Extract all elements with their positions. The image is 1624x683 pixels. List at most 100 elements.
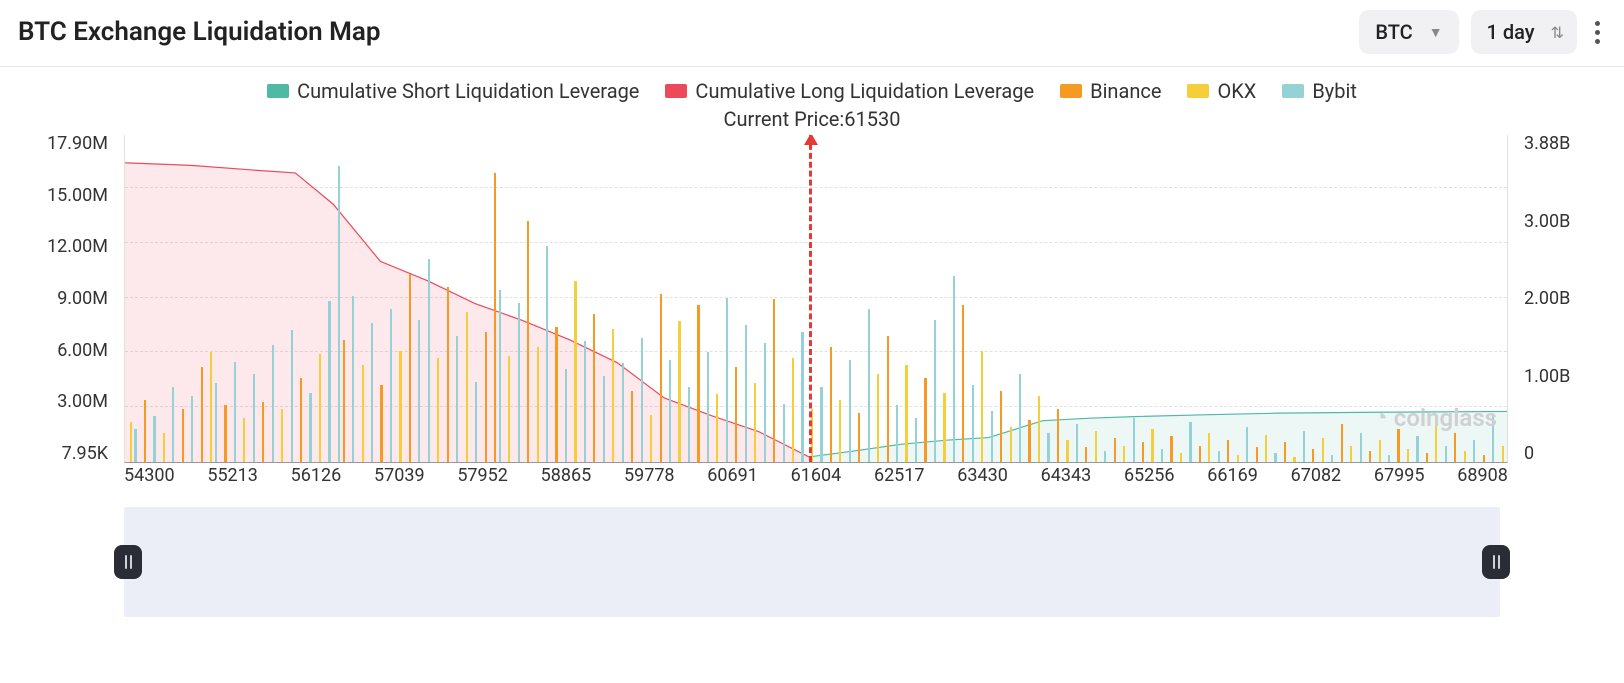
legend-swatch	[1187, 84, 1209, 98]
liquidation-bar	[1350, 446, 1352, 462]
x-tick: 65256	[1124, 465, 1175, 491]
legend-label: Binance	[1090, 79, 1161, 103]
x-tick: 62517	[874, 465, 925, 491]
liquidation-bar	[428, 259, 430, 462]
liquidation-bar	[678, 321, 680, 462]
x-tick: 55213	[207, 465, 258, 491]
liquidation-bar	[243, 418, 245, 462]
watermark-icon: ◔	[1373, 403, 1388, 432]
y-left-tick: 12.00M	[36, 238, 108, 256]
y-left-tick: 6.00M	[36, 342, 108, 360]
liquidation-bar	[466, 312, 468, 462]
liquidation-bar	[527, 221, 529, 462]
liquidation-bar	[934, 320, 936, 462]
y-axis-left: 17.90M15.00M12.00M9.00M6.00M3.00M7.95K	[36, 135, 116, 463]
liquidation-bar	[773, 299, 775, 462]
legend-swatch	[1282, 84, 1304, 98]
scrubber-handle-left[interactable]	[114, 545, 142, 579]
symbol-select-value: BTC	[1375, 20, 1412, 44]
range-scrubber[interactable]	[124, 507, 1500, 617]
liquidation-bar	[182, 409, 184, 462]
legend-item[interactable]: Binance	[1060, 79, 1161, 103]
legend-item[interactable]: OKX	[1187, 79, 1256, 103]
liquidation-bar	[877, 374, 879, 462]
scrubber-handle-right[interactable]	[1482, 545, 1510, 579]
liquidation-bar	[1265, 435, 1267, 462]
current-price-marker	[809, 135, 812, 462]
liquidation-bar	[494, 173, 496, 462]
liquidation-bar	[660, 294, 662, 462]
liquidation-bar	[1397, 429, 1399, 462]
x-tick: 59778	[624, 465, 675, 491]
liquidation-bar	[163, 433, 165, 462]
liquidation-bar	[380, 385, 382, 462]
legend-item[interactable]: Bybit	[1282, 79, 1357, 103]
symbol-select[interactable]: BTC ▼	[1359, 10, 1458, 54]
liquidation-bar	[300, 378, 302, 462]
liquidation-bar	[783, 404, 785, 462]
liquidation-bar	[309, 393, 311, 462]
legend-item[interactable]: Cumulative Short Liquidation Leverage	[267, 79, 639, 103]
more-menu-button[interactable]	[1589, 15, 1606, 50]
liquidation-bar	[144, 400, 146, 462]
liquidation-bar	[574, 281, 576, 462]
y-right-tick: 0	[1524, 445, 1588, 463]
legend-swatch	[665, 84, 687, 98]
liquidation-bar	[697, 305, 699, 462]
y-right-tick: 3.00B	[1524, 213, 1588, 231]
liquidation-bar	[1303, 431, 1305, 462]
liquidation-bar	[972, 385, 974, 462]
liquidation-bar	[868, 309, 870, 462]
liquidation-bar	[1161, 449, 1163, 462]
legend-item[interactable]: Cumulative Long Liquidation Leverage	[665, 79, 1034, 103]
liquidation-bar	[735, 367, 737, 462]
range-select-value: 1 day	[1487, 20, 1535, 44]
liquidation-bar	[1208, 433, 1210, 462]
x-tick: 64343	[1041, 465, 1092, 491]
liquidation-bar	[1284, 442, 1286, 462]
liquidation-bar	[1189, 422, 1191, 462]
liquidation-bar	[1341, 424, 1343, 462]
liquidation-bar	[669, 360, 671, 462]
range-select[interactable]: 1 day ⇅	[1471, 10, 1577, 54]
x-tick: 66169	[1207, 465, 1258, 491]
liquidation-bar	[1066, 440, 1068, 462]
chart-plot[interactable]: ◔coinglass	[124, 135, 1508, 463]
liquidation-bar	[1010, 427, 1012, 462]
liquidation-bar	[362, 365, 364, 462]
liquidation-bar	[1218, 451, 1220, 462]
x-tick: 57039	[374, 465, 425, 491]
liquidation-bar	[1256, 447, 1258, 462]
liquidation-bar	[210, 352, 212, 462]
liquidation-bar	[1095, 431, 1097, 462]
liquidation-bar	[641, 338, 643, 462]
liquidation-bar	[475, 382, 477, 462]
legend-label: Bybit	[1312, 79, 1357, 103]
liquidation-bar	[437, 358, 439, 462]
liquidation-bar	[281, 409, 283, 462]
liquidation-bar	[201, 367, 203, 462]
y-left-tick: 7.95K	[36, 445, 108, 463]
liquidation-bar	[215, 383, 217, 462]
x-tick: 54300	[124, 465, 175, 491]
liquidation-bar	[1180, 453, 1182, 462]
liquidation-bar	[1104, 451, 1106, 462]
liquidation-bar	[593, 314, 595, 462]
header: BTC Exchange Liquidation Map BTC ▼ 1 day…	[0, 0, 1624, 67]
liquidation-bar	[1331, 455, 1333, 462]
liquidation-bar	[584, 341, 586, 462]
liquidation-bar	[291, 330, 293, 462]
liquidation-bar	[1483, 455, 1485, 462]
liquidation-bar	[1237, 455, 1239, 462]
liquidation-bar	[943, 393, 945, 462]
liquidation-bar	[1369, 451, 1371, 462]
liquidation-bar	[726, 298, 728, 462]
liquidation-bar	[1454, 433, 1456, 462]
liquidation-bar	[1085, 447, 1087, 462]
liquidation-bar	[328, 301, 330, 462]
liquidation-bar	[447, 287, 449, 462]
watermark-text: coinglass	[1394, 404, 1497, 432]
liquidation-bar	[1028, 420, 1030, 462]
liquidation-bar	[234, 362, 236, 462]
liquidation-bar	[764, 343, 766, 462]
